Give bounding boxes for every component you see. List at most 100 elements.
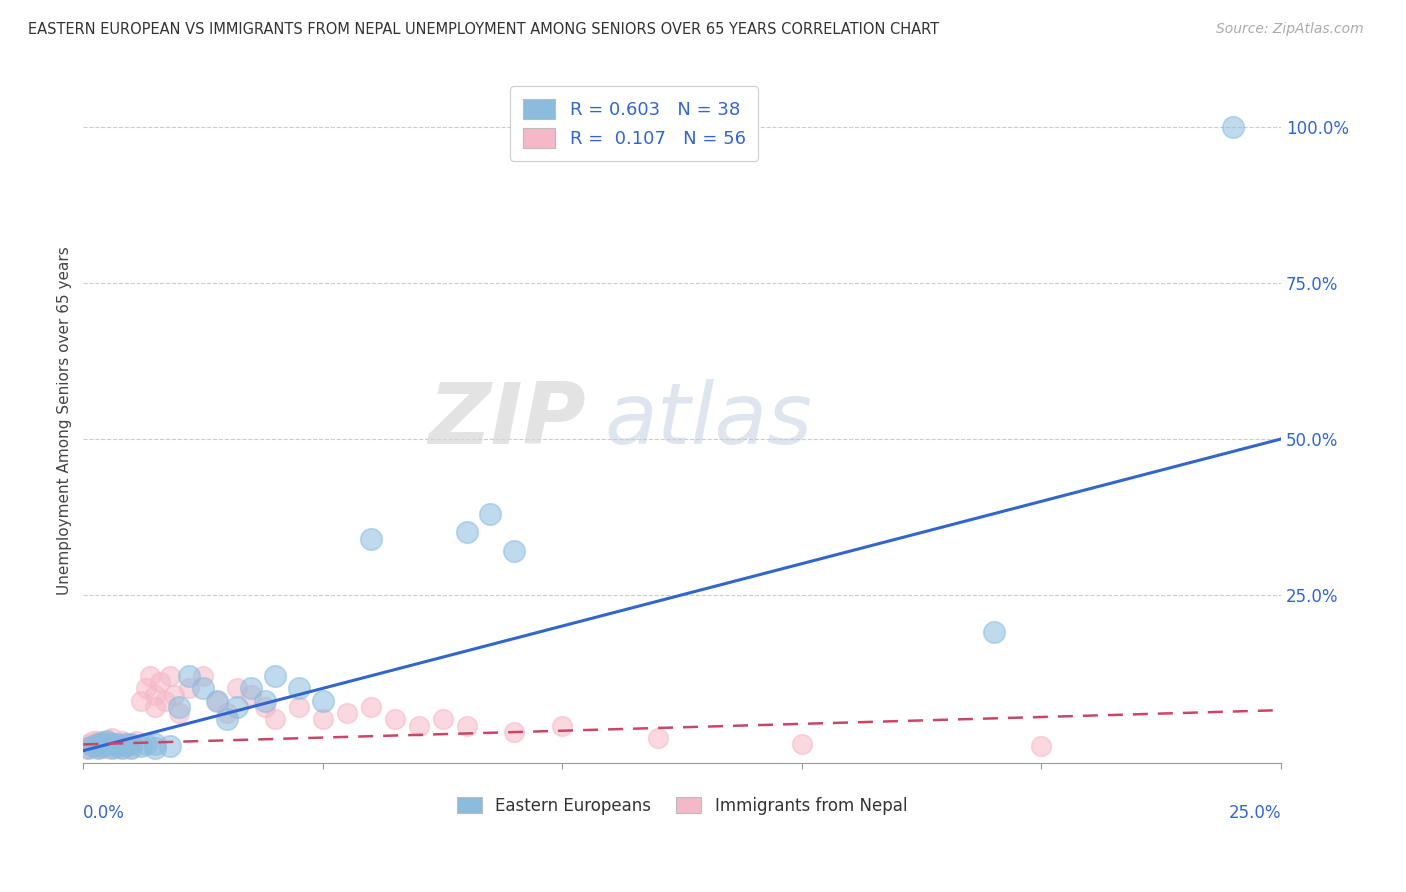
Point: [503, 544, 526, 558]
Point: [91, 738, 114, 752]
Point: [360, 532, 382, 546]
Point: [983, 625, 1005, 640]
Point: [479, 507, 502, 521]
Point: [191, 669, 214, 683]
Point: [96, 734, 118, 748]
Point: [264, 713, 287, 727]
Point: [115, 738, 138, 752]
Text: 25.0%: 25.0%: [1229, 805, 1281, 822]
Point: [167, 700, 190, 714]
Point: [336, 706, 359, 721]
Point: [101, 740, 124, 755]
Point: [143, 738, 166, 752]
Point: [135, 738, 157, 752]
Point: [120, 738, 142, 752]
Text: Source: ZipAtlas.com: Source: ZipAtlas.com: [1216, 22, 1364, 37]
Point: [115, 736, 138, 750]
Point: [254, 694, 277, 708]
Text: EASTERN EUROPEAN VS IMMIGRANTS FROM NEPAL UNEMPLOYMENT AMONG SENIORS OVER 65 YEA: EASTERN EUROPEAN VS IMMIGRANTS FROM NEPA…: [28, 22, 939, 37]
Point: [225, 681, 247, 696]
Text: atlas: atlas: [605, 379, 813, 462]
Point: [125, 734, 148, 748]
Point: [96, 740, 118, 755]
Point: [105, 740, 128, 755]
Point: [177, 681, 200, 696]
Point: [86, 740, 108, 755]
Point: [110, 740, 132, 755]
Point: [139, 669, 162, 683]
Point: [215, 713, 238, 727]
Point: [143, 688, 166, 702]
Point: [86, 738, 108, 752]
Point: [91, 740, 114, 755]
Point: [215, 706, 238, 721]
Point: [163, 688, 186, 702]
Point: [312, 713, 335, 727]
Point: [82, 739, 104, 753]
Y-axis label: Unemployment Among Seniors over 65 years: Unemployment Among Seniors over 65 years: [58, 246, 72, 595]
Point: [288, 700, 311, 714]
Point: [149, 675, 172, 690]
Point: [456, 525, 478, 540]
Point: [143, 700, 166, 714]
Point: [129, 739, 152, 753]
Point: [360, 700, 382, 714]
Point: [551, 719, 574, 733]
Point: [153, 694, 176, 708]
Point: [91, 739, 114, 753]
Point: [96, 738, 118, 752]
Point: [167, 706, 190, 721]
Point: [86, 734, 108, 748]
Point: [177, 669, 200, 683]
Point: [91, 734, 114, 748]
Point: [143, 740, 166, 755]
Point: [101, 740, 124, 755]
Point: [105, 739, 128, 753]
Point: [432, 713, 454, 727]
Point: [135, 681, 157, 696]
Point: [207, 694, 229, 708]
Point: [239, 688, 262, 702]
Point: [503, 725, 526, 739]
Point: [82, 739, 104, 753]
Point: [82, 734, 104, 748]
Point: [105, 738, 128, 752]
Point: [86, 738, 108, 752]
Point: [96, 734, 118, 748]
Point: [115, 739, 138, 753]
Point: [790, 738, 813, 752]
Point: [191, 681, 214, 696]
Point: [1031, 739, 1053, 753]
Point: [101, 738, 124, 752]
Text: ZIP: ZIP: [429, 379, 586, 462]
Point: [101, 738, 124, 752]
Point: [120, 738, 142, 752]
Point: [120, 740, 142, 755]
Point: [1222, 120, 1244, 135]
Point: [456, 719, 478, 733]
Point: [312, 694, 335, 708]
Point: [159, 669, 181, 683]
Point: [239, 681, 262, 696]
Point: [120, 740, 142, 755]
Point: [129, 694, 152, 708]
Point: [77, 740, 100, 755]
Point: [254, 700, 277, 714]
Point: [159, 739, 181, 753]
Point: [110, 734, 132, 748]
Point: [225, 700, 247, 714]
Point: [96, 738, 118, 752]
Point: [647, 731, 669, 746]
Point: [110, 740, 132, 755]
Point: [101, 731, 124, 746]
Point: [105, 738, 128, 752]
Point: [91, 736, 114, 750]
Point: [264, 669, 287, 683]
Point: [86, 740, 108, 755]
Legend: Eastern Europeans, Immigrants from Nepal: Eastern Europeans, Immigrants from Nepal: [449, 789, 915, 823]
Point: [77, 740, 100, 755]
Text: 0.0%: 0.0%: [83, 805, 125, 822]
Point: [77, 738, 100, 752]
Point: [408, 719, 430, 733]
Point: [384, 713, 406, 727]
